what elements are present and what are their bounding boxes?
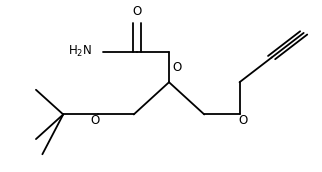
Text: O: O [173,62,182,74]
Text: O: O [239,114,248,127]
Text: H$_2$N: H$_2$N [68,44,92,60]
Text: O: O [90,114,99,127]
Text: O: O [132,5,142,18]
